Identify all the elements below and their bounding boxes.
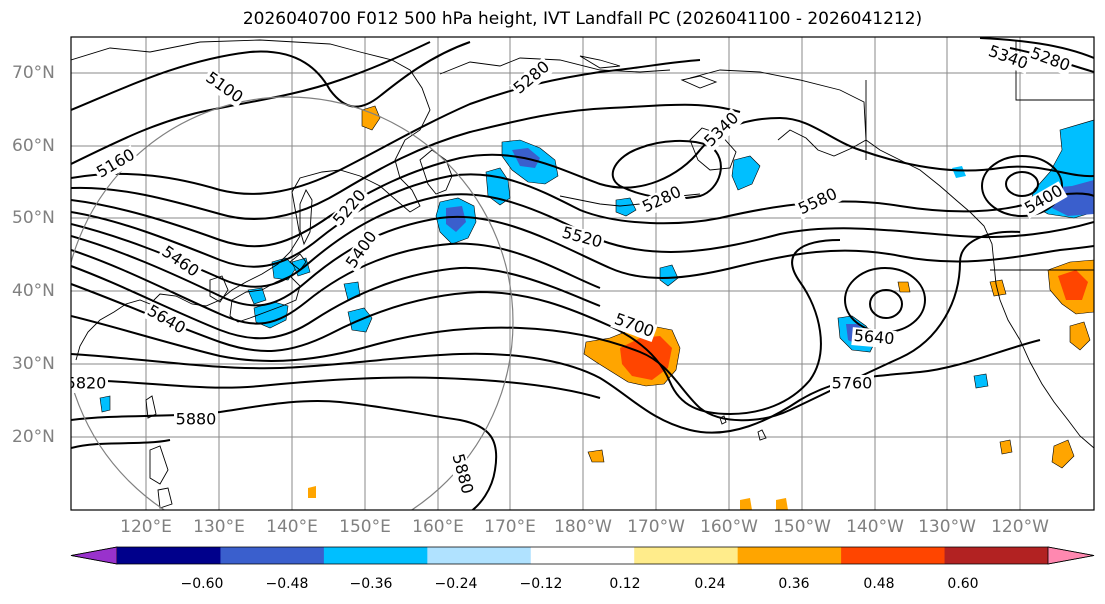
- contour-label-bg: [1026, 44, 1074, 76]
- contour-label: 5880: [176, 410, 217, 429]
- contour-label-bg: [328, 185, 372, 231]
- projection-circle: [71, 96, 514, 510]
- lon-label: 140°W: [846, 517, 904, 537]
- colorbar-tick: −0.48: [265, 576, 309, 592]
- lon-label: 180°W: [554, 517, 612, 537]
- lon-label: 170°E: [484, 517, 536, 537]
- lon-label: 160°E: [412, 517, 464, 537]
- contour-label-bg: [92, 145, 140, 183]
- map-title: 2026040700 F012 500 hPa height, IVT Land…: [242, 9, 923, 29]
- contour-label-bg: [830, 375, 874, 393]
- colorbar: [70, 546, 1095, 565]
- lon-label: 140°E: [266, 517, 318, 537]
- colorbar-outline: [70, 546, 1095, 565]
- colorbar-segment: [220, 547, 325, 564]
- colorbar-tick: −0.24: [434, 576, 478, 592]
- lat-label: 20°N: [12, 427, 55, 447]
- lon-label: 150°W: [773, 517, 831, 537]
- map-frame: [70, 36, 1095, 511]
- lat-label: 40°N: [12, 281, 55, 301]
- lon-label: 150°E: [339, 517, 391, 537]
- contour-label-bg: [984, 42, 1032, 74]
- contour-label-bg: [156, 242, 204, 282]
- colorbar-tick: −0.60: [180, 576, 224, 592]
- lat-label: 30°N: [12, 354, 55, 374]
- contour-label: 5640: [853, 326, 895, 348]
- colorbar-segment: [323, 547, 428, 564]
- contour-label: 5760: [832, 374, 873, 393]
- colorbar-segment: [117, 547, 221, 564]
- colorbar-segment: [944, 547, 1049, 564]
- colorbar-extend-high: [1047, 546, 1095, 565]
- map-plot-area: 5100516052205280534053405280528054005460…: [66, 37, 1094, 510]
- colorbar-segment: [841, 547, 946, 564]
- contour-label-bg: [174, 411, 218, 429]
- colorbar-segment: [530, 547, 635, 564]
- colorbar-segment: [427, 547, 532, 564]
- colorbar-tick: 0.12: [609, 576, 641, 592]
- colorbar-tick: 0.36: [778, 576, 810, 592]
- contour-label-bg: [509, 56, 555, 100]
- lon-label: 170°W: [627, 517, 685, 537]
- colorbar-segment: [737, 547, 842, 564]
- contour-labels: 5100516052205280534053405280528054005460…: [66, 41, 1074, 498]
- lat-label: 70°N: [12, 63, 55, 83]
- contour-label-bg: [851, 327, 897, 349]
- contour-label-bg: [142, 301, 190, 339]
- lon-label: 120°E: [120, 517, 172, 537]
- lat-label: 60°N: [12, 136, 55, 156]
- colorbar-tick: −0.36: [349, 576, 393, 592]
- colorbar-segment: [634, 547, 739, 564]
- colorbar-tick: −0.12: [519, 576, 563, 592]
- lon-label: 120°W: [991, 517, 1049, 537]
- lat-label: 50°N: [12, 208, 55, 228]
- colorbar-tick: 0.24: [694, 576, 726, 592]
- contour-label-bg: [200, 68, 248, 108]
- colorbar-tick: 0.60: [947, 576, 979, 592]
- contour-label-bg: [71, 375, 108, 393]
- lon-label: 130°W: [918, 517, 976, 537]
- colorbar-tick: 0.48: [863, 576, 895, 592]
- lon-label: 160°W: [700, 517, 758, 537]
- colorbar-extend-low: [70, 546, 118, 565]
- contour-label-bg: [342, 226, 382, 274]
- contour-label-bg: [1020, 181, 1068, 219]
- contour-label-bg: [447, 450, 477, 498]
- contour-label-bg: [558, 223, 606, 253]
- contour-label: 5820: [66, 374, 107, 393]
- contour-label-bg: [700, 108, 744, 152]
- contour-label-bg: [638, 182, 686, 218]
- contour-label-bg: [610, 310, 658, 342]
- contour-label-bg: [794, 184, 842, 220]
- lon-label: 130°E: [193, 517, 245, 537]
